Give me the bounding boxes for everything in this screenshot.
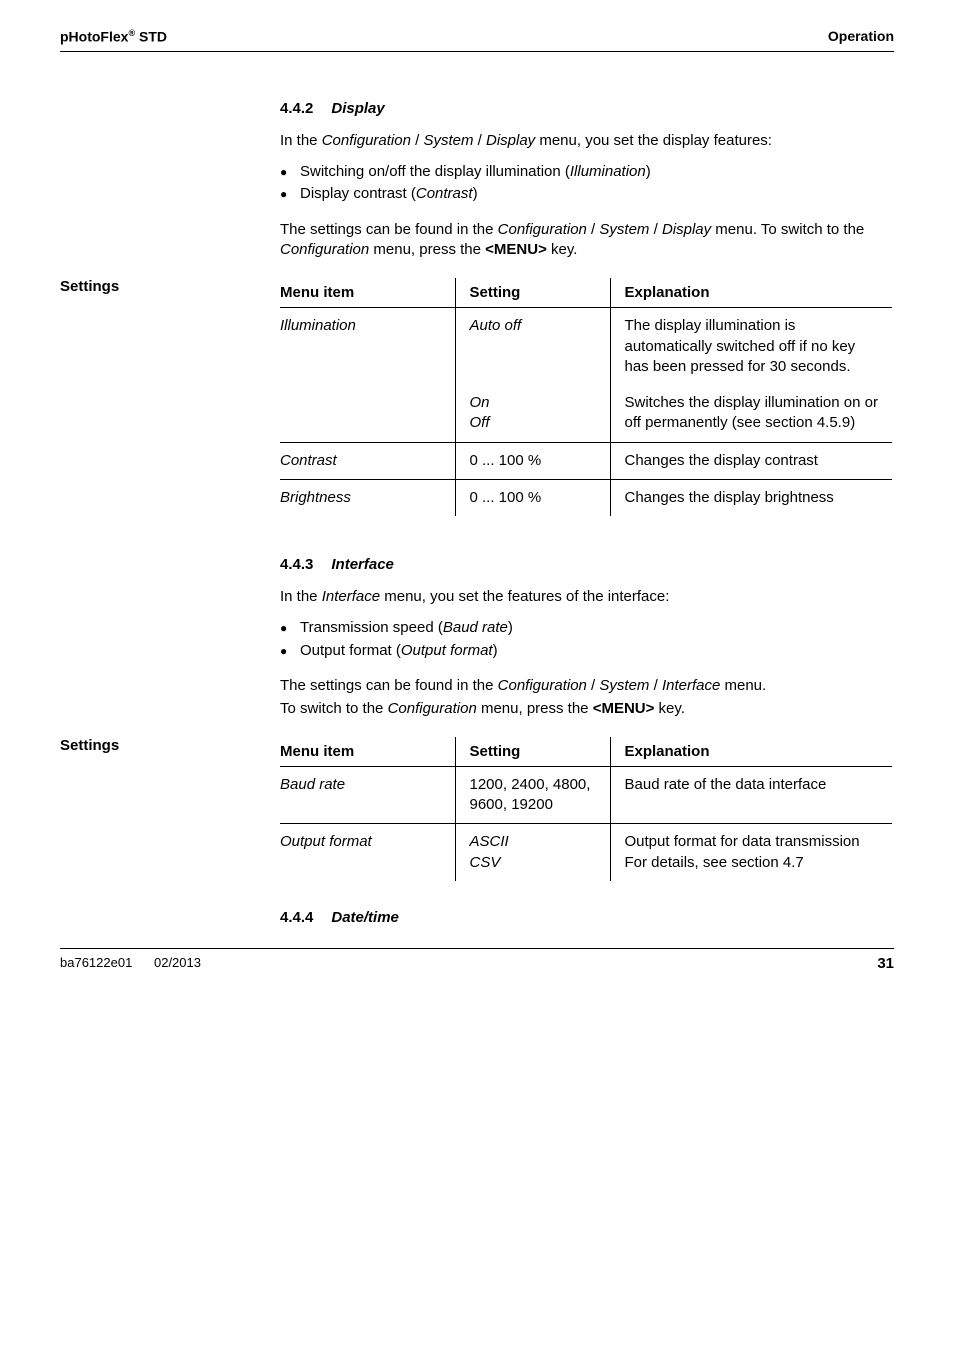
table-cell: Changes the display contrast (610, 442, 892, 479)
header-section: Operation (828, 28, 894, 45)
interface-note-paragraph-2: To switch to the Configuration menu, pre… (280, 699, 894, 719)
section-heading-interface: 4.4.3 Interface (280, 556, 894, 573)
interface-intro-paragraph: In the Interface menu, you set the featu… (280, 587, 894, 607)
table-cell: ASCII CSV (455, 824, 610, 881)
table-cell: 1200, 2400, 4800, 9600, 19200 (455, 766, 610, 824)
table-cell: Baud rate of the data interface (610, 766, 892, 824)
table-cell: Illumination (280, 308, 455, 442)
display-settings-table: Menu item Setting Explanation Illuminati… (280, 278, 892, 516)
table-cell: Output format for data transmission For … (610, 824, 892, 881)
list-item: Display contrast (Contrast) (280, 183, 894, 206)
table-cell: On Off (455, 385, 610, 442)
header-product: pHotoFlex® STD (60, 28, 167, 45)
display-settings-block: Settings Menu item Setting Explanation I… (280, 278, 894, 516)
table-header: Explanation (610, 278, 892, 308)
table-header-row: Menu item Setting Explanation (280, 737, 892, 767)
table-cell: Auto off (455, 308, 610, 385)
section-title: Interface (331, 556, 394, 573)
page-header: pHotoFlex® STD Operation (0, 0, 954, 51)
display-intro-paragraph: In the Configuration / System / Display … (280, 131, 894, 151)
table-row: Brightness 0 ... 100 % Changes the displ… (280, 479, 892, 516)
table-cell: Output format (280, 824, 455, 881)
section-heading-display: 4.4.2 Display (280, 100, 894, 117)
interface-settings-block: Settings Menu item Setting Explanation B… (280, 737, 894, 881)
section-number: 4.4.2 (280, 100, 313, 117)
footer-left: ba76122e01 02/2013 (60, 955, 201, 972)
footer-doc-id: ba76122e01 (60, 955, 132, 970)
interface-note-paragraph-1: The settings can be found in the Configu… (280, 676, 894, 696)
table-header: Menu item (280, 737, 455, 767)
product-suffix: STD (135, 29, 167, 45)
section-title: Date/time (331, 909, 399, 926)
table-cell: Switches the display illumination on or … (610, 385, 892, 442)
display-note-paragraph: The settings can be found in the Configu… (280, 220, 894, 261)
interface-bullet-list: Transmission speed (Baud rate) Output fo… (280, 617, 894, 662)
product-name: pHotoFlex (60, 29, 128, 45)
settings-label: Settings (60, 737, 119, 754)
table-header: Menu item (280, 278, 455, 308)
table-cell: Changes the display brightness (610, 479, 892, 516)
table-row: Contrast 0 ... 100 % Changes the display… (280, 442, 892, 479)
footer-date: 02/2013 (154, 955, 201, 970)
list-item: Output format (Output format) (280, 640, 894, 663)
section-heading-datetime: 4.4.4 Date/time (280, 909, 894, 926)
table-header: Setting (455, 737, 610, 767)
list-item: Switching on/off the display illuminatio… (280, 161, 894, 184)
section-number: 4.4.4 (280, 909, 313, 926)
section-title: Display (331, 100, 384, 117)
table-header-row: Menu item Setting Explanation (280, 278, 892, 308)
section-number: 4.4.3 (280, 556, 313, 573)
table-row: Baud rate 1200, 2400, 4800, 9600, 19200 … (280, 766, 892, 824)
page-footer: ba76122e01 02/2013 31 (0, 949, 954, 998)
interface-settings-table: Menu item Setting Explanation Baud rate … (280, 737, 892, 881)
table-row: Illumination Auto off The display illumi… (280, 308, 892, 385)
list-item: Transmission speed (Baud rate) (280, 617, 894, 640)
table-row: Output format ASCII CSV Output format fo… (280, 824, 892, 881)
table-cell: Brightness (280, 479, 455, 516)
table-cell: The display illumination is automaticall… (610, 308, 892, 385)
table-cell: Contrast (280, 442, 455, 479)
table-cell: 0 ... 100 % (455, 442, 610, 479)
footer-page-number: 31 (877, 955, 894, 972)
table-header: Explanation (610, 737, 892, 767)
table-cell: Baud rate (280, 766, 455, 824)
page-content: 4.4.2 Display In the Configuration / Syst… (0, 52, 954, 926)
settings-label: Settings (60, 278, 119, 295)
table-header: Setting (455, 278, 610, 308)
table-cell: 0 ... 100 % (455, 479, 610, 516)
display-bullet-list: Switching on/off the display illuminatio… (280, 161, 894, 206)
